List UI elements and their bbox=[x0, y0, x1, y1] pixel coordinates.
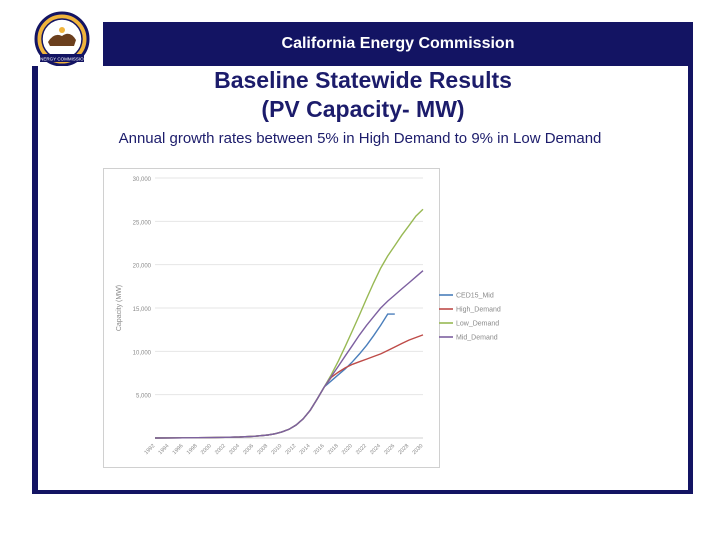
chart-container bbox=[103, 168, 440, 468]
series-line-low_demand bbox=[154, 208, 424, 439]
legend-label-low_demand: Low_Demand bbox=[456, 321, 499, 328]
california-energy-commission-seal-icon: ENERGY COMMISSION bbox=[34, 11, 90, 67]
logo-text: ENERGY COMMISSION bbox=[37, 57, 87, 62]
header-bar bbox=[103, 22, 693, 66]
chart-legend: CED15_Mid High_Demand Low_Demand Mid_Demand bbox=[439, 293, 501, 342]
y-tick-label: 15,000 bbox=[133, 307, 152, 313]
y-tick-label: 20,000 bbox=[133, 264, 152, 270]
x-tick-label: 2026 bbox=[383, 443, 396, 456]
slide-title: Baseline Statewide Results (PV Capacity-… bbox=[103, 66, 623, 124]
legend-label-high_demand: High_Demand bbox=[456, 307, 501, 314]
x-tick-label: 2000 bbox=[200, 443, 213, 456]
y-axis-label: Capacity (MW) bbox=[116, 285, 123, 331]
x-tick-label: 2006 bbox=[242, 443, 255, 456]
x-tick-label: 2018 bbox=[327, 443, 340, 456]
series-line-high_demand bbox=[154, 334, 424, 439]
slide-title-line2: (PV Capacity- MW) bbox=[261, 96, 465, 122]
x-tick-label: 2030 bbox=[412, 443, 425, 456]
series-line-ced15_mid bbox=[154, 313, 395, 439]
slide-subtitle: Annual growth rates between 5% in High D… bbox=[118, 130, 602, 147]
y-tick-label: 30,000 bbox=[133, 177, 152, 183]
x-tick-label: 1996 bbox=[172, 443, 185, 456]
x-tick-label: 1992 bbox=[144, 443, 157, 456]
x-tick-label: 2014 bbox=[299, 443, 312, 456]
x-tick-label: 2012 bbox=[285, 443, 298, 456]
x-tick-label: 2022 bbox=[355, 443, 368, 456]
y-tick-label: 10,000 bbox=[133, 350, 152, 356]
header-title: California Energy Commission bbox=[281, 35, 515, 52]
x-tick-label: 2008 bbox=[256, 443, 269, 456]
x-tick-label: 1998 bbox=[186, 443, 199, 456]
y-tick-label: 5,000 bbox=[136, 394, 152, 400]
legend-label-ced15_mid: CED15_Mid bbox=[456, 293, 494, 300]
y-tick-label: 25,000 bbox=[133, 220, 152, 226]
x-tick-label: 2010 bbox=[270, 443, 283, 456]
x-tick-label: 2016 bbox=[313, 443, 326, 456]
x-tick-label: 1994 bbox=[158, 443, 171, 456]
series-line-mid_demand bbox=[154, 270, 424, 439]
x-tick-label: 2004 bbox=[228, 443, 241, 456]
legend-label-mid_demand: Mid_Demand bbox=[456, 335, 498, 342]
x-tick-label: 2024 bbox=[369, 443, 382, 456]
x-tick-label: 2020 bbox=[341, 443, 354, 456]
x-tick-label: 2002 bbox=[214, 443, 227, 456]
slide-title-line1: Baseline Statewide Results bbox=[214, 67, 512, 93]
x-tick-label: 2028 bbox=[397, 443, 410, 456]
